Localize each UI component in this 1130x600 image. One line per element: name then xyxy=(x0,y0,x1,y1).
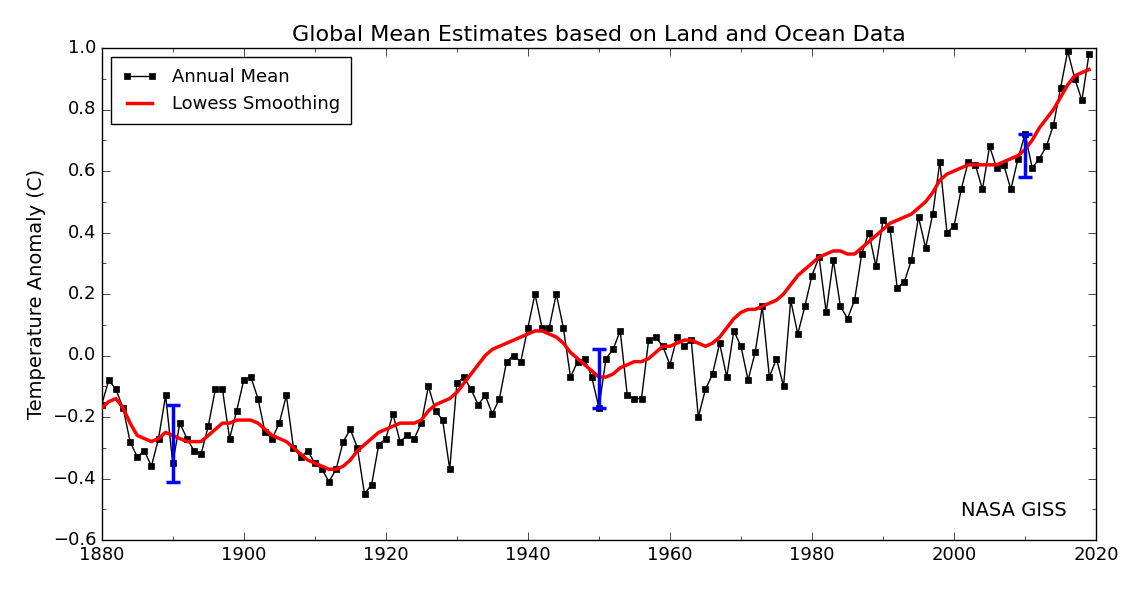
Annual Mean xyxy=(358,490,372,497)
Lowess Smoothing xyxy=(130,432,144,439)
Lowess Smoothing xyxy=(95,404,108,412)
Line: Annual Mean: Annual Mean xyxy=(98,47,1093,497)
Y-axis label: Temperature Anomaly (C): Temperature Anomaly (C) xyxy=(27,169,45,419)
Annual Mean xyxy=(272,419,286,427)
Annual Mean xyxy=(1083,50,1096,58)
Annual Mean xyxy=(95,401,108,408)
Lowess Smoothing xyxy=(592,373,606,380)
Lowess Smoothing xyxy=(322,466,336,473)
Lowess Smoothing xyxy=(1075,69,1088,76)
Text: NASA GISS: NASA GISS xyxy=(960,502,1067,520)
Lowess Smoothing xyxy=(151,435,165,442)
Line: Lowess Smoothing: Lowess Smoothing xyxy=(102,70,1089,469)
Lowess Smoothing xyxy=(194,438,208,445)
Annual Mean xyxy=(1061,47,1075,55)
Legend: Annual Mean, Lowess Smoothing: Annual Mean, Lowess Smoothing xyxy=(111,57,351,124)
Annual Mean xyxy=(592,404,606,412)
Annual Mean xyxy=(151,435,165,442)
Annual Mean xyxy=(130,454,144,461)
Lowess Smoothing xyxy=(1083,66,1096,73)
Lowess Smoothing xyxy=(272,435,286,442)
Annual Mean xyxy=(514,358,528,365)
Annual Mean xyxy=(194,450,208,457)
Title: Global Mean Estimates based on Land and Ocean Data: Global Mean Estimates based on Land and … xyxy=(292,25,906,45)
